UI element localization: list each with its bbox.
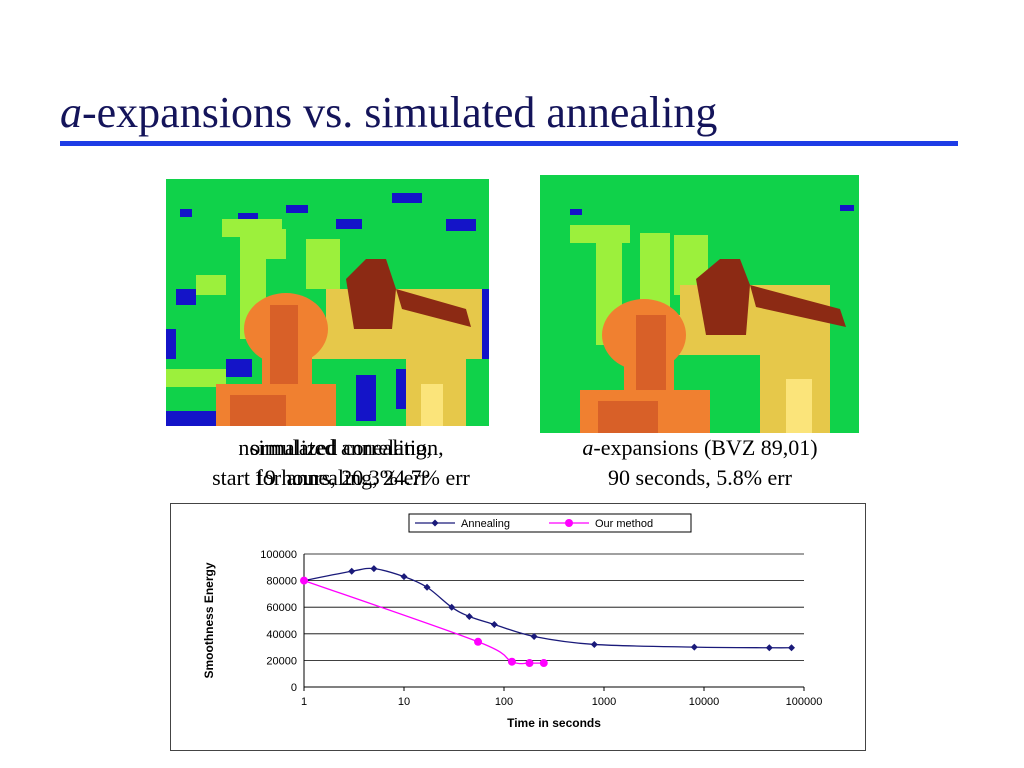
annealing-caption-line2a: start for annealing, 24.7% err xyxy=(212,465,470,490)
x-tick-label-1000: 1000 xyxy=(592,696,616,708)
legend-annealing-marker xyxy=(431,519,439,527)
y-tick-label-20000: 20000 xyxy=(266,655,297,667)
title-underline xyxy=(60,141,958,146)
annealing-caption-line1b: simulated annealing, xyxy=(249,435,433,460)
our-method-point xyxy=(300,576,308,585)
y-axis-title: Smoothness Energy xyxy=(202,562,216,678)
annealing-point xyxy=(765,644,773,652)
annealing-point xyxy=(490,620,498,628)
energy-chart-svg: Annealing Our method 0 20000 40000 60000 8000… xyxy=(202,513,822,730)
slide-title: a-expansions vs. simulated annealing xyxy=(60,86,717,140)
annealing-caption-line2b: 19 hours, 20.3% err xyxy=(253,465,429,490)
legend-our-method-label: Our method xyxy=(595,518,653,530)
our-method-point xyxy=(507,657,516,666)
x-tick-label-100000: 100000 xyxy=(786,696,823,708)
annealing-result-image xyxy=(166,179,489,426)
our-method-point xyxy=(525,659,534,668)
annealing-caption-line1a: normalized correlation, xyxy=(238,435,444,460)
chart-labels: 0 20000 40000 60000 80000 100000 1 10 100 1000 100… xyxy=(202,549,822,730)
y-tick-label-40000: 40000 xyxy=(266,629,297,641)
chart-grid xyxy=(304,553,804,688)
title-text: -expansions vs. simulated annealing xyxy=(82,88,718,137)
annealing-point xyxy=(690,643,698,651)
y-tick-label-0: 0 xyxy=(291,682,297,694)
x-tick-label-1: 1 xyxy=(301,696,307,708)
expansion-caption-line2: 90 seconds, 5.8% err xyxy=(608,465,792,490)
annealing-caption: normalized correlation, start for anneal… xyxy=(166,433,516,493)
y-tick-label-80000: 80000 xyxy=(266,576,297,588)
energy-chart: Annealing Our method 0 20000 40000 60000 8000… xyxy=(170,503,866,751)
annealing-point xyxy=(788,644,796,652)
expansion-caption: a-expansions (BVZ 89,01) 90 seconds, 5.8… xyxy=(540,433,860,493)
legend-our-method-marker xyxy=(565,519,573,527)
annealing-point xyxy=(348,567,356,575)
annealing-point xyxy=(530,632,538,640)
our-method-line xyxy=(303,579,544,665)
expansion-caption-italic: a xyxy=(582,435,594,460)
annealing-point xyxy=(400,573,408,581)
annealing-point xyxy=(370,565,378,573)
x-tick-label-100: 100 xyxy=(495,696,513,708)
chart-legend: Annealing Our method xyxy=(408,513,692,533)
chart-series xyxy=(300,565,796,668)
x-axis-title: Time in seconds xyxy=(507,716,601,730)
x-tick-label-10000: 10000 xyxy=(689,696,720,708)
expansion-caption-line1: a-expansions (BVZ 89,01) xyxy=(540,433,860,463)
our-method-point xyxy=(474,637,483,646)
our-method-point xyxy=(539,659,548,668)
expansion-result-image xyxy=(540,175,859,433)
chart-axes xyxy=(303,554,805,691)
legend-annealing-label: Annealing xyxy=(461,518,510,530)
title-italic-symbol: a xyxy=(60,88,82,137)
annealing-caption-overlay: simulated annealing, 19 hours, 20.3% err xyxy=(166,433,516,493)
y-tick-label-100000: 100000 xyxy=(260,549,297,561)
annealing-point xyxy=(465,613,473,621)
expansion-caption-line1-text: -expansions (BVZ 89,01) xyxy=(593,435,818,460)
y-tick-label-60000: 60000 xyxy=(266,602,297,614)
annealing-point xyxy=(423,583,431,591)
annealing-point xyxy=(448,603,456,611)
annealing-point xyxy=(590,640,598,648)
x-tick-label-10: 10 xyxy=(398,696,410,708)
